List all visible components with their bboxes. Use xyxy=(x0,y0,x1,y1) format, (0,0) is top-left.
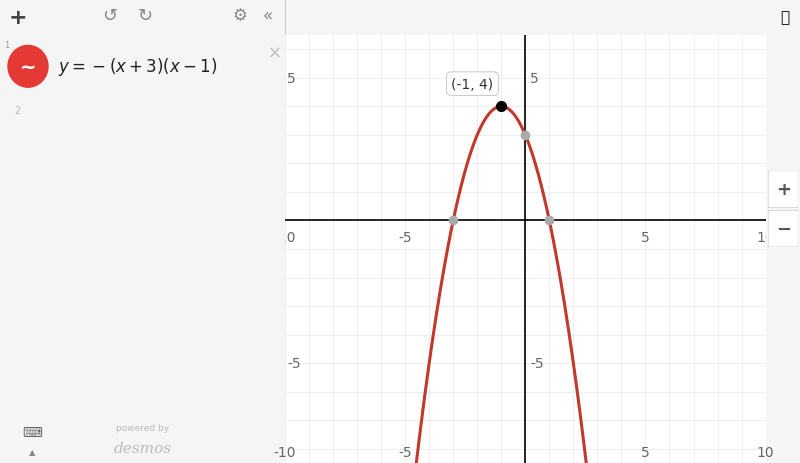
Circle shape xyxy=(8,46,48,88)
Text: -5: -5 xyxy=(530,357,544,370)
Text: −: − xyxy=(776,220,790,238)
Text: 5: 5 xyxy=(287,72,296,86)
Text: ~: ~ xyxy=(20,58,36,77)
Text: -10: -10 xyxy=(274,445,296,459)
Text: ⚙: ⚙ xyxy=(233,7,247,25)
Text: $y = -(x+3)(x-1)$: $y = -(x+3)(x-1)$ xyxy=(58,56,218,78)
Text: -5: -5 xyxy=(398,445,412,459)
Text: 10: 10 xyxy=(757,231,774,245)
Text: ×: × xyxy=(268,44,282,63)
Text: 10: 10 xyxy=(757,445,774,459)
Text: ↺: ↺ xyxy=(102,7,118,25)
Text: +: + xyxy=(9,8,27,28)
Text: -10: -10 xyxy=(274,231,296,245)
Text: 1: 1 xyxy=(4,41,10,50)
Text: 2: 2 xyxy=(14,106,21,115)
Text: 5: 5 xyxy=(530,72,539,86)
Text: (-1, 4): (-1, 4) xyxy=(451,77,494,92)
Text: -5: -5 xyxy=(287,357,301,370)
Text: powered by: powered by xyxy=(116,424,169,432)
FancyBboxPatch shape xyxy=(768,171,798,208)
Text: +: + xyxy=(776,181,790,199)
Text: ▲: ▲ xyxy=(29,448,35,457)
Text: 🔧: 🔧 xyxy=(781,11,790,25)
Text: «: « xyxy=(263,7,273,25)
Text: desmos: desmos xyxy=(114,441,171,455)
Text: ↻: ↻ xyxy=(138,7,153,25)
Text: ⌨: ⌨ xyxy=(22,425,42,439)
Text: 5: 5 xyxy=(641,445,650,459)
Text: 5: 5 xyxy=(641,231,650,245)
Text: -5: -5 xyxy=(398,231,412,245)
FancyBboxPatch shape xyxy=(768,211,798,248)
